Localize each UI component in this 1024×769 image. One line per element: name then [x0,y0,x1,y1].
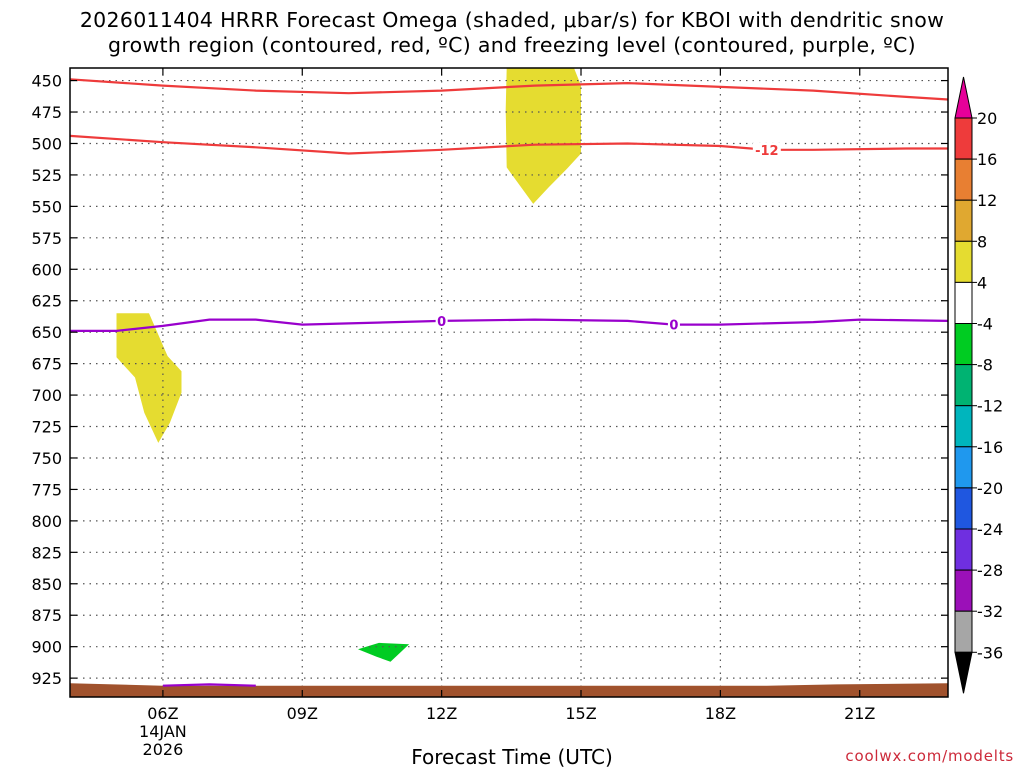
ground-terrain [70,683,948,697]
freezing-level-label-0-1-bg [667,317,680,332]
chart-title: 2026011404 HRRR Forecast Omega (shaded, … [0,8,1024,58]
y-tick-label-19: 925 [31,669,62,688]
y-tick-label-14: 800 [31,512,62,531]
dgz-contour-0 [70,78,948,101]
y-tick-label-15: 825 [31,543,62,562]
colorbar-label-8: -16 [977,438,1003,457]
colorbar-label-12: -32 [977,602,1003,621]
colorbar-bin-1 [954,158,973,201]
colorbar: 20 16 12 8 4 -4 -8 -12 -16 -20 -24 -28 -32 -36 [954,76,1003,694]
colorbar-label-11: -28 [977,561,1003,580]
freezing-level-contour-0 [70,318,948,332]
colorbar-label-3: 8 [977,232,987,251]
x-tick-label-1: 09Z [287,704,318,723]
y-tick-label-2: 500 [31,134,62,153]
y-axis: 450 475 500 525 550 575 600 625 650 675 700 725 750 7… [31,72,948,688]
y-tick-label-7: 625 [31,292,62,311]
y-tick-label-10: 700 [31,386,62,405]
freezing-level-label-0-0: 0 [437,315,446,330]
y-tick-label-18: 900 [31,638,62,657]
colorbar-label-13: -36 [977,643,1003,662]
freezing-level-contour-1 [162,683,256,687]
y-tick-label-8: 650 [31,323,62,342]
plot-frame [69,67,949,698]
omega-region-0 [116,313,182,443]
colorbar-bin-12 [954,610,973,653]
colorbar-bin-4 [954,281,973,324]
colorbar-bin-10 [954,528,973,571]
colorbar-bin-11 [954,569,973,612]
colorbar-label-0: 20 [977,109,997,128]
colorbar-label-5: -4 [977,315,993,334]
y-tick-label-9: 675 [31,355,62,374]
freezing-level-label-0-1: 0 [669,319,678,334]
x-tick-year-0: 2026 [143,740,184,759]
y-tick-label-0: 450 [31,72,62,91]
omega-region-2 [358,642,410,662]
y-tick-label-1: 475 [31,103,62,122]
colorbar-bin-8 [954,446,973,489]
x-axis-title: Forecast Time (UTC) [411,745,613,769]
y-tick-label-3: 525 [31,166,62,185]
colorbar-bin-9 [954,487,973,530]
dgz-contour-label-1-bg [752,142,781,157]
colorbar-bin-5 [954,323,973,366]
chart-title-line1: 2026011404 HRRR Forecast Omega (shaded, … [79,8,945,32]
credit-link[interactable]: coolwx.com/modelts [845,747,1014,765]
colorbar-bin-0 [954,117,973,160]
y-tick-label-12: 750 [31,449,62,468]
dgz-contour-label-1: -12 [755,144,779,159]
x-tick-label-2: 12Z [426,704,457,723]
y-tick-label-17: 875 [31,606,62,625]
colorbar-label-7: -12 [977,397,1003,416]
colorbar-lower-arrow [954,651,973,694]
dgz-contour-1 [70,134,948,155]
colorbar-upper-arrow [954,76,973,119]
colorbar-bin-3 [954,240,973,283]
grid-lines [70,68,948,697]
colorbar-label-9: -20 [977,479,1003,498]
y-tick-label-11: 725 [31,418,62,437]
freezing-level-label-0-0-bg [435,313,448,328]
colorbar-label-4: 4 [977,273,987,292]
x-tick-label-0: 06Z [147,704,178,723]
omega-region-1 [505,68,581,204]
colorbar-label-2: 12 [977,191,997,210]
colorbar-label-6: -8 [977,356,993,375]
colorbar-bin-2 [954,199,973,242]
omega-shading [116,68,581,662]
x-tick-label-3: 15Z [565,704,596,723]
y-tick-label-13: 775 [31,480,62,499]
y-tick-label-16: 850 [31,575,62,594]
x-tick-label-4: 18Z [705,704,736,723]
colorbar-label-10: -24 [977,520,1003,539]
x-tick-label-5: 21Z [844,704,875,723]
chart-title-line2: growth region (contoured, red, ºC) and f… [108,33,916,57]
colorbar-bin-6 [954,364,973,407]
y-tick-label-6: 600 [31,260,62,279]
colorbar-label-1: 16 [977,150,997,169]
x-tick-date-0: 14JAN [139,722,187,741]
y-tick-label-5: 575 [31,229,62,248]
colorbar-bin-7 [954,405,973,448]
y-tick-label-4: 550 [31,197,62,216]
